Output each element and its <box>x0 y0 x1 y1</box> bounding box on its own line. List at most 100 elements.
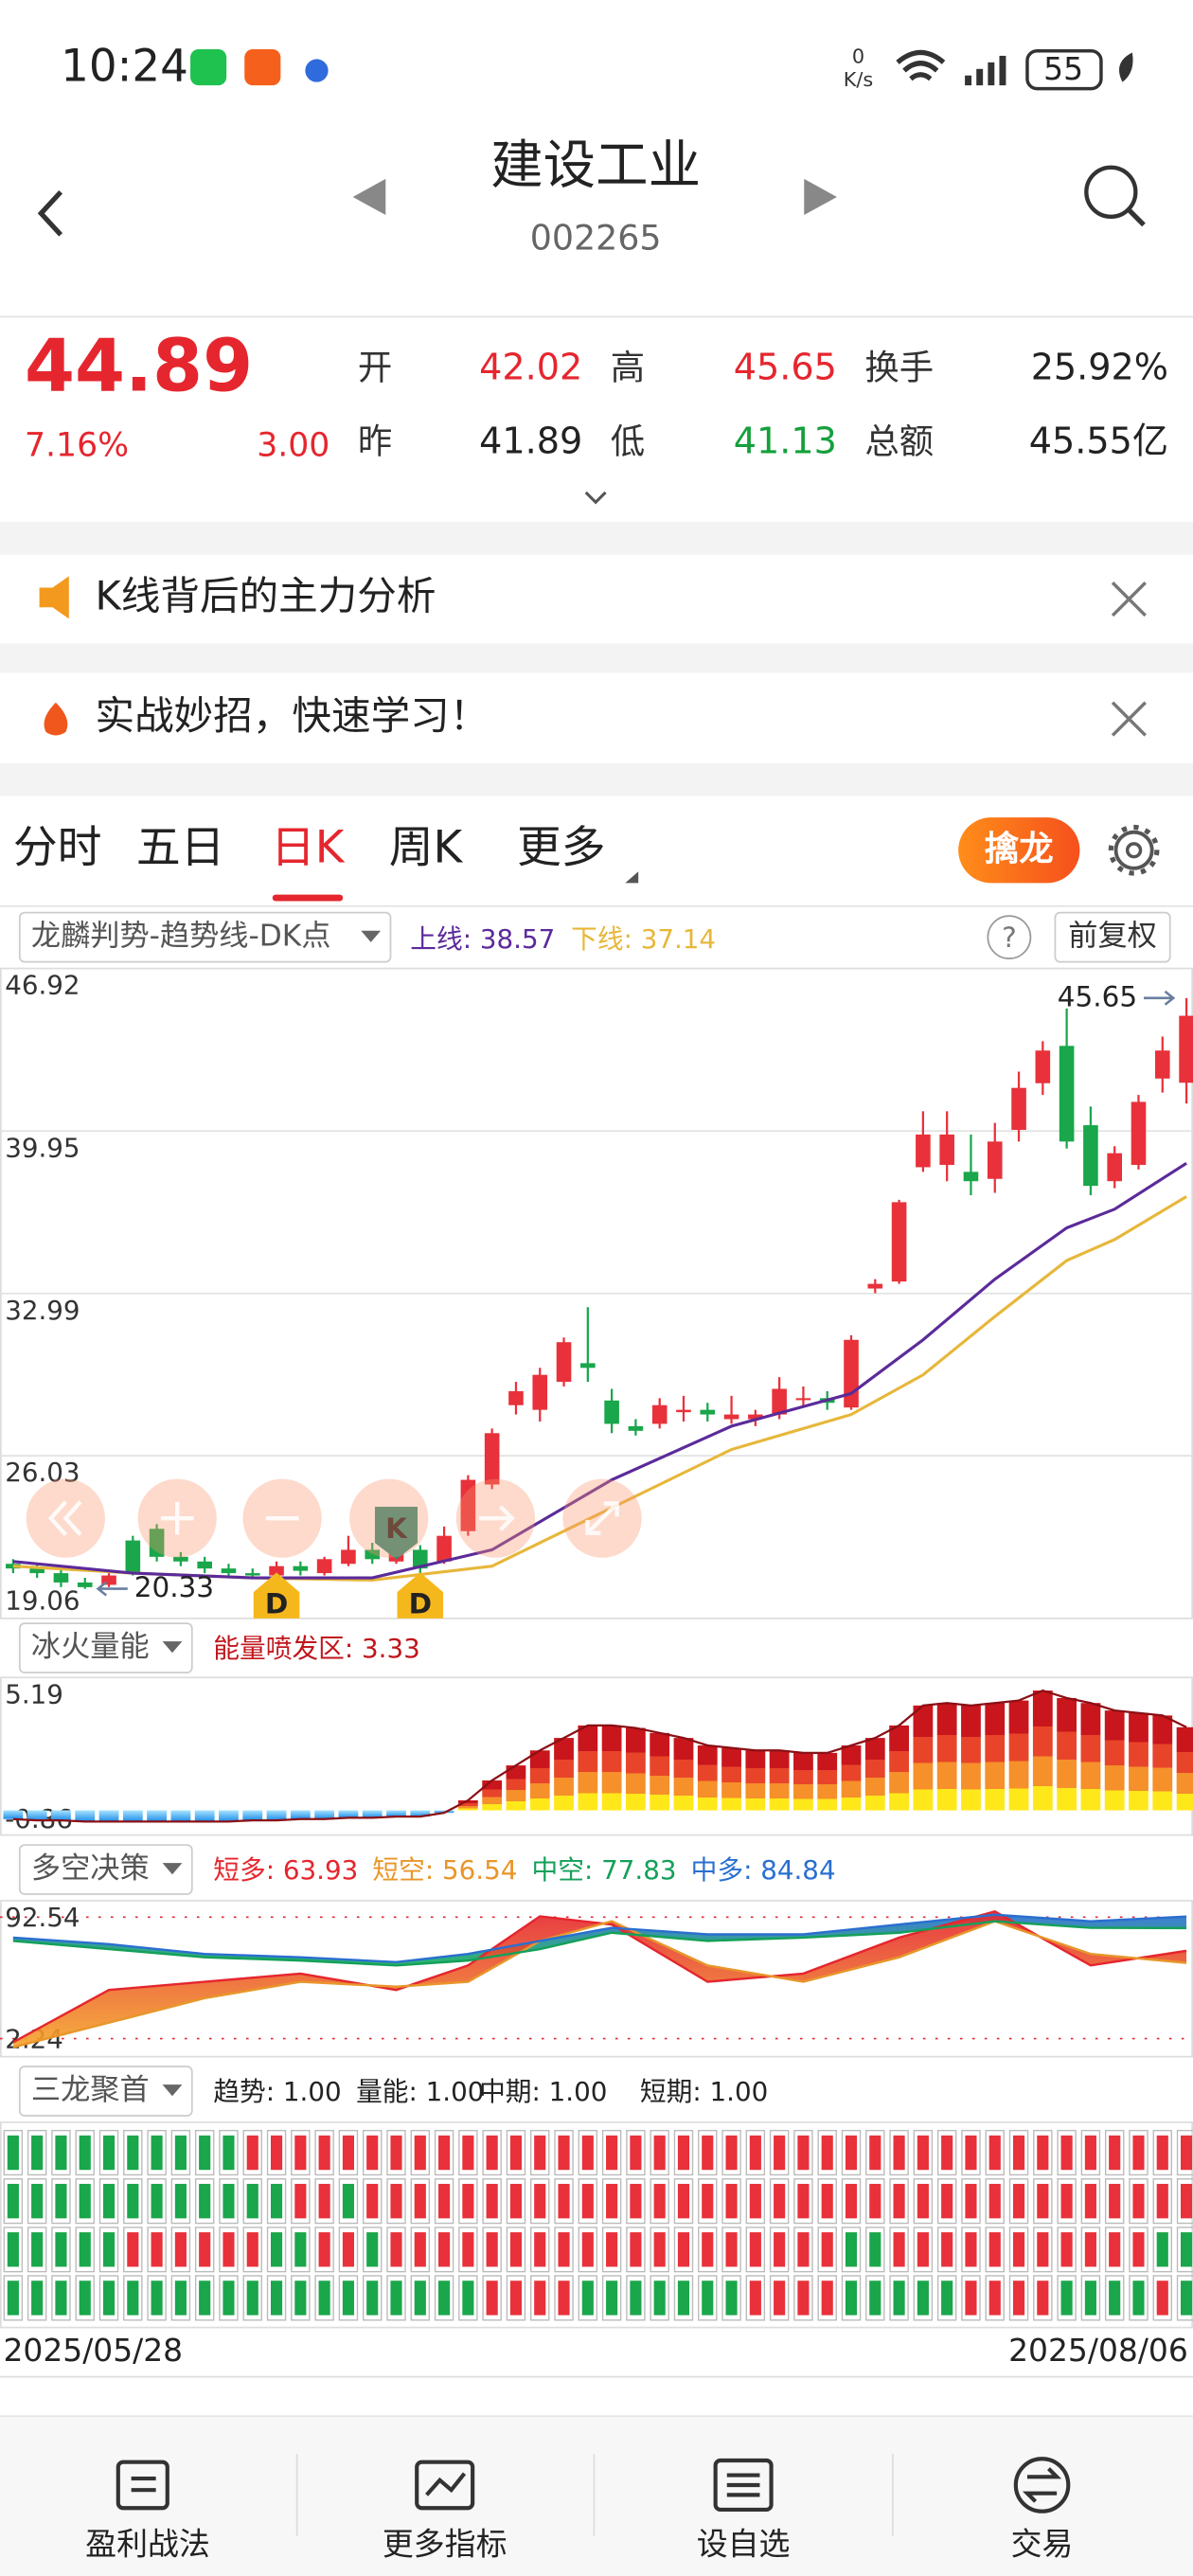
cell <box>534 2232 546 2267</box>
cell <box>390 2281 402 2316</box>
cell-frame <box>506 2227 526 2273</box>
adjust-button[interactable] <box>1054 911 1171 963</box>
prev-stock[interactable] <box>352 178 386 216</box>
action-pill[interactable] <box>958 817 1080 884</box>
nav-item[interactable]: 更多指标 <box>383 2526 507 2563</box>
cell <box>845 2281 858 2316</box>
cell <box>1084 2183 1096 2219</box>
cell-frame <box>506 2275 526 2321</box>
cell-frame <box>721 2129 741 2176</box>
cell <box>1037 2135 1049 2171</box>
banner[interactable] <box>0 672 1193 763</box>
marker-label: K <box>385 1512 408 1545</box>
cell-frame <box>242 2178 262 2225</box>
cell-frame <box>769 2129 790 2176</box>
cell-frame <box>961 2129 981 2176</box>
cell-frame <box>291 2275 311 2321</box>
back-button[interactable] <box>37 190 63 237</box>
cell-frame <box>530 2178 550 2225</box>
cell <box>127 2281 139 2316</box>
close-button[interactable] <box>1111 701 1147 737</box>
cell-frame <box>51 2129 71 2176</box>
cell <box>988 2135 1001 2171</box>
energy-bar <box>864 1738 885 1811</box>
cell <box>31 2232 44 2267</box>
cell <box>270 2281 283 2316</box>
help-button[interactable] <box>987 915 1032 960</box>
cell-frame <box>1176 2227 1193 2273</box>
candle-body <box>29 1568 45 1574</box>
cell-frame <box>51 2227 71 2273</box>
indicator-select[interactable] <box>18 1844 193 1895</box>
cell-frame <box>410 2129 431 2176</box>
cell-frame <box>985 2275 1005 2321</box>
cell-frame <box>314 2275 334 2321</box>
tab[interactable]: 五日 <box>136 822 225 873</box>
indicator-select[interactable] <box>18 2066 193 2117</box>
cell <box>318 2281 330 2316</box>
cell-frame <box>51 2178 71 2225</box>
tab[interactable]: 分时 <box>13 822 102 873</box>
cell <box>174 2281 187 2316</box>
date-start: 2025/05/28 <box>3 2332 183 2369</box>
tab[interactable]: 更多 <box>517 822 606 873</box>
cell-frame <box>913 2129 934 2176</box>
cell <box>534 2281 546 2316</box>
cell <box>606 2281 618 2316</box>
cell-frame <box>673 2178 694 2225</box>
candle-body <box>77 1582 93 1587</box>
cell-frame <box>27 2129 47 2176</box>
expand[interactable] <box>584 491 607 505</box>
nav-item[interactable]: 交易 <box>1011 2526 1074 2563</box>
next-stock[interactable] <box>804 178 837 216</box>
cell-frame <box>3 2275 24 2321</box>
energy-bar <box>529 1750 550 1811</box>
energy-bar <box>913 1705 934 1811</box>
indicator-select[interactable] <box>18 1622 193 1673</box>
cell <box>414 2232 426 2267</box>
cell <box>677 2281 690 2316</box>
search-button[interactable] <box>1084 165 1146 227</box>
candle-body <box>891 1202 907 1282</box>
candle-body <box>676 1409 691 1413</box>
tab[interactable]: 周K <box>389 822 464 873</box>
field-label: 总额 <box>864 420 934 461</box>
cell <box>774 2135 786 2171</box>
cell-frame <box>985 2178 1005 2225</box>
nav-item[interactable]: 盈利战法 <box>85 2526 210 2563</box>
nav-item[interactable]: 设自选 <box>697 2526 791 2563</box>
legend-entry: 中期: 1.00 <box>479 2076 607 2107</box>
cell-frame <box>219 2227 239 2273</box>
cell-frame <box>1080 2275 1101 2321</box>
cell-frame <box>698 2129 718 2176</box>
indicator-select[interactable] <box>18 911 392 963</box>
cell <box>941 2135 953 2171</box>
cell-frame <box>458 2227 478 2273</box>
action-label[interactable]: 擒龙 <box>985 828 1054 868</box>
chart-frame <box>0 2121 1193 2329</box>
cell <box>534 2135 546 2171</box>
cell-frame <box>1129 2129 1148 2176</box>
energy-bar <box>147 1810 168 1822</box>
cell <box>1060 2183 1073 2219</box>
cell <box>414 2135 426 2171</box>
fire-icon <box>44 702 68 736</box>
cell <box>677 2183 690 2219</box>
cell-frame <box>266 2129 287 2176</box>
cell <box>438 2183 451 2219</box>
cell <box>342 2232 354 2267</box>
y-tick-label: 39.95 <box>5 1132 80 1163</box>
tab[interactable]: 日K <box>271 822 346 873</box>
cell <box>246 2135 258 2171</box>
settings-button[interactable] <box>1108 824 1160 876</box>
cell-frame <box>1152 2178 1173 2225</box>
close-button[interactable] <box>1111 581 1147 617</box>
cell <box>917 2232 929 2267</box>
cell <box>270 2232 283 2267</box>
cell-frame <box>650 2129 669 2176</box>
cell-frame <box>27 2275 47 2321</box>
cell-frame <box>1033 2275 1053 2321</box>
banner[interactable] <box>0 554 1193 644</box>
cell <box>414 2281 426 2316</box>
